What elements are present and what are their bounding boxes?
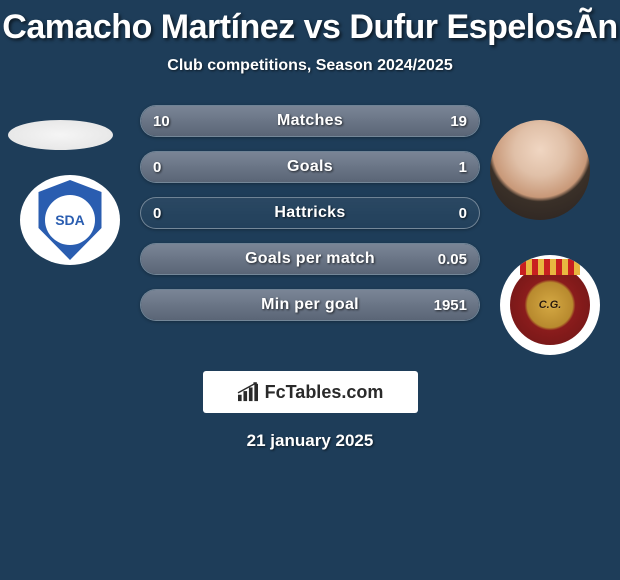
- stat-value-right: 0: [459, 198, 467, 228]
- stat-label: Goals per match: [141, 244, 479, 274]
- stat-label: Matches: [141, 106, 479, 136]
- player-left-avatar: [8, 120, 113, 150]
- bar-chart-icon: [237, 382, 259, 402]
- player-right-club-badge: C.G.: [500, 255, 600, 355]
- crest-icon: C.G.: [510, 265, 590, 345]
- stat-row: 0Goals1: [140, 151, 480, 183]
- stat-label: Goals: [141, 152, 479, 182]
- shield-icon: SDA: [35, 180, 105, 260]
- stat-row: Min per goal1951: [140, 289, 480, 321]
- stat-value-right: 1: [459, 152, 467, 182]
- stat-value-right: 19: [450, 106, 467, 136]
- player-left-club-badge: SDA: [20, 175, 120, 265]
- club-badge-text-left: SDA: [45, 195, 95, 245]
- club-badge-text-right: C.G.: [539, 299, 562, 311]
- comparison-card: Camacho Martínez vs Dufur EspelosÃ­n Clu…: [0, 0, 620, 451]
- date-label: 21 january 2025: [0, 431, 620, 451]
- stat-label: Min per goal: [141, 290, 479, 320]
- stat-value-right: 0.05: [438, 244, 467, 274]
- player-right-avatar: [490, 120, 590, 220]
- stat-row: 0Hattricks0: [140, 197, 480, 229]
- stat-row: Goals per match0.05: [140, 243, 480, 275]
- stat-bars: 10Matches190Goals10Hattricks0Goals per m…: [140, 105, 480, 335]
- crest-stripes-icon: [520, 259, 580, 275]
- brand-text: FcTables.com: [265, 382, 384, 403]
- subtitle: Club competitions, Season 2024/2025: [0, 57, 620, 75]
- stat-row: 10Matches19: [140, 105, 480, 137]
- branding-badge[interactable]: FcTables.com: [203, 371, 418, 413]
- page-title: Camacho Martínez vs Dufur EspelosÃ­n: [0, 8, 620, 47]
- stat-value-right: 1951: [434, 290, 467, 320]
- stat-label: Hattricks: [141, 198, 479, 228]
